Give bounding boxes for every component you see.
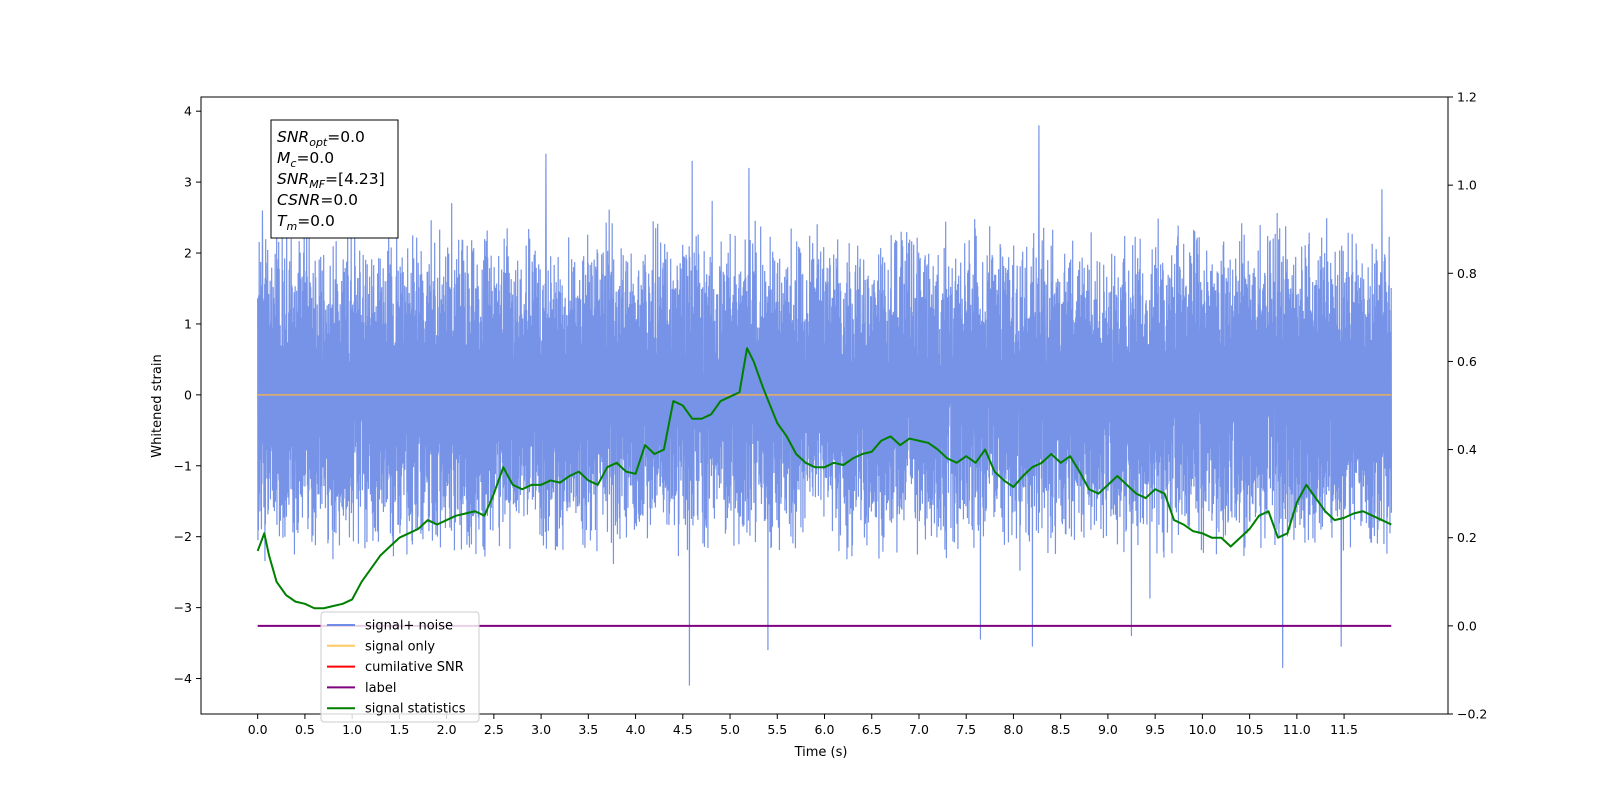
x-tick-label: 7.0 xyxy=(909,722,929,737)
x-tick-label: 3.0 xyxy=(531,722,551,737)
y2-tick-label: 0.2 xyxy=(1457,530,1477,545)
stats-box-frame xyxy=(270,119,399,239)
x-tick-label: 11.0 xyxy=(1283,722,1311,737)
x-tick-label: 5.5 xyxy=(767,722,787,737)
signal-noise-series xyxy=(257,125,1393,686)
x-tick-label: 9.0 xyxy=(1098,722,1118,737)
x-tick-label: 8.5 xyxy=(1051,722,1071,737)
stats-line: Mc=0.0 xyxy=(277,149,334,170)
signal-statistics-series xyxy=(256,347,1392,610)
y2-tick-label: 0.8 xyxy=(1457,266,1477,281)
x-tick-label: 4.5 xyxy=(673,722,693,737)
legend-label: signal statistics xyxy=(365,702,466,717)
x-tick-label: 0.5 xyxy=(295,722,315,737)
legend-frame xyxy=(320,611,480,723)
y-tick-label: −3 xyxy=(174,600,192,615)
stats-line: CSNR=0.0 xyxy=(277,191,358,209)
x-axis-label: Time (s) xyxy=(794,745,848,760)
stats-line: Tm=0.0 xyxy=(277,212,335,233)
y-axis-left: −4 −3 −2 −1 0 1 2 3 4 xyxy=(174,104,201,686)
x-tick-label: 0.0 xyxy=(248,722,268,737)
signal-statistics-line xyxy=(256,347,1392,610)
x-tick-label: 9.5 xyxy=(1145,722,1165,737)
y-tick-label: −1 xyxy=(174,458,192,473)
y-axis-right: −0.2 0.0 0.2 0.4 0.6 0.8 1.0 1.2 xyxy=(1448,90,1487,722)
x-tick-label: 2.0 xyxy=(437,722,457,737)
x-tick-label: 10.0 xyxy=(1188,722,1216,737)
x-tick-label: 3.5 xyxy=(578,722,598,737)
stats-line: SNRMF=[4.23] xyxy=(277,170,385,191)
x-tick-label: 7.5 xyxy=(956,722,976,737)
y2-tick-label: 0.0 xyxy=(1457,618,1477,633)
legend-label: cumilative SNR xyxy=(365,660,464,675)
x-tick-label: 11.5 xyxy=(1330,722,1358,737)
legend-label: signal+ noise xyxy=(365,619,453,634)
x-tick-label: 1.0 xyxy=(342,722,362,737)
y-tick-label: 3 xyxy=(184,175,192,190)
legend-label: label xyxy=(365,681,396,696)
y2-tick-label: 0.4 xyxy=(1457,442,1477,457)
y-tick-label: 0 xyxy=(184,387,192,402)
y-axis-label: Whitened strain xyxy=(150,354,165,457)
y-tick-label: −2 xyxy=(174,529,192,544)
y2-tick-label: 1.2 xyxy=(1457,90,1477,105)
stats-line: SNRopt=0.0 xyxy=(277,128,365,149)
y-tick-label: 1 xyxy=(184,316,192,331)
x-tick-label: 2.5 xyxy=(484,722,504,737)
x-tick-label: 8.0 xyxy=(1003,722,1023,737)
y2-tick-label: 1.0 xyxy=(1457,178,1477,193)
y-tick-label: −4 xyxy=(174,671,192,686)
x-tick-label: 6.0 xyxy=(815,722,835,737)
legend-label: signal only xyxy=(365,639,435,654)
x-tick-label: 1.5 xyxy=(389,722,409,737)
x-axis: 0.0 0.5 1.0 1.5 2.0 2.5 3.0 3.5 4.0 4.5 5.0 5.5 6.0 6… xyxy=(248,714,1358,737)
y2-tick-label: −0.2 xyxy=(1457,707,1487,722)
y-tick-label: 2 xyxy=(184,246,192,261)
y-tick-label: 4 xyxy=(184,104,192,119)
x-tick-label: 5.0 xyxy=(720,722,740,737)
legend: signal+ noise signal only cumilative SNR la… xyxy=(320,611,480,723)
x-tick-label: 4.0 xyxy=(626,722,646,737)
x-tick-label: 6.5 xyxy=(862,722,882,737)
x-tick-label: 10.5 xyxy=(1236,722,1264,737)
y2-tick-label: 0.6 xyxy=(1457,354,1477,369)
signal-noise-line xyxy=(257,125,1393,686)
